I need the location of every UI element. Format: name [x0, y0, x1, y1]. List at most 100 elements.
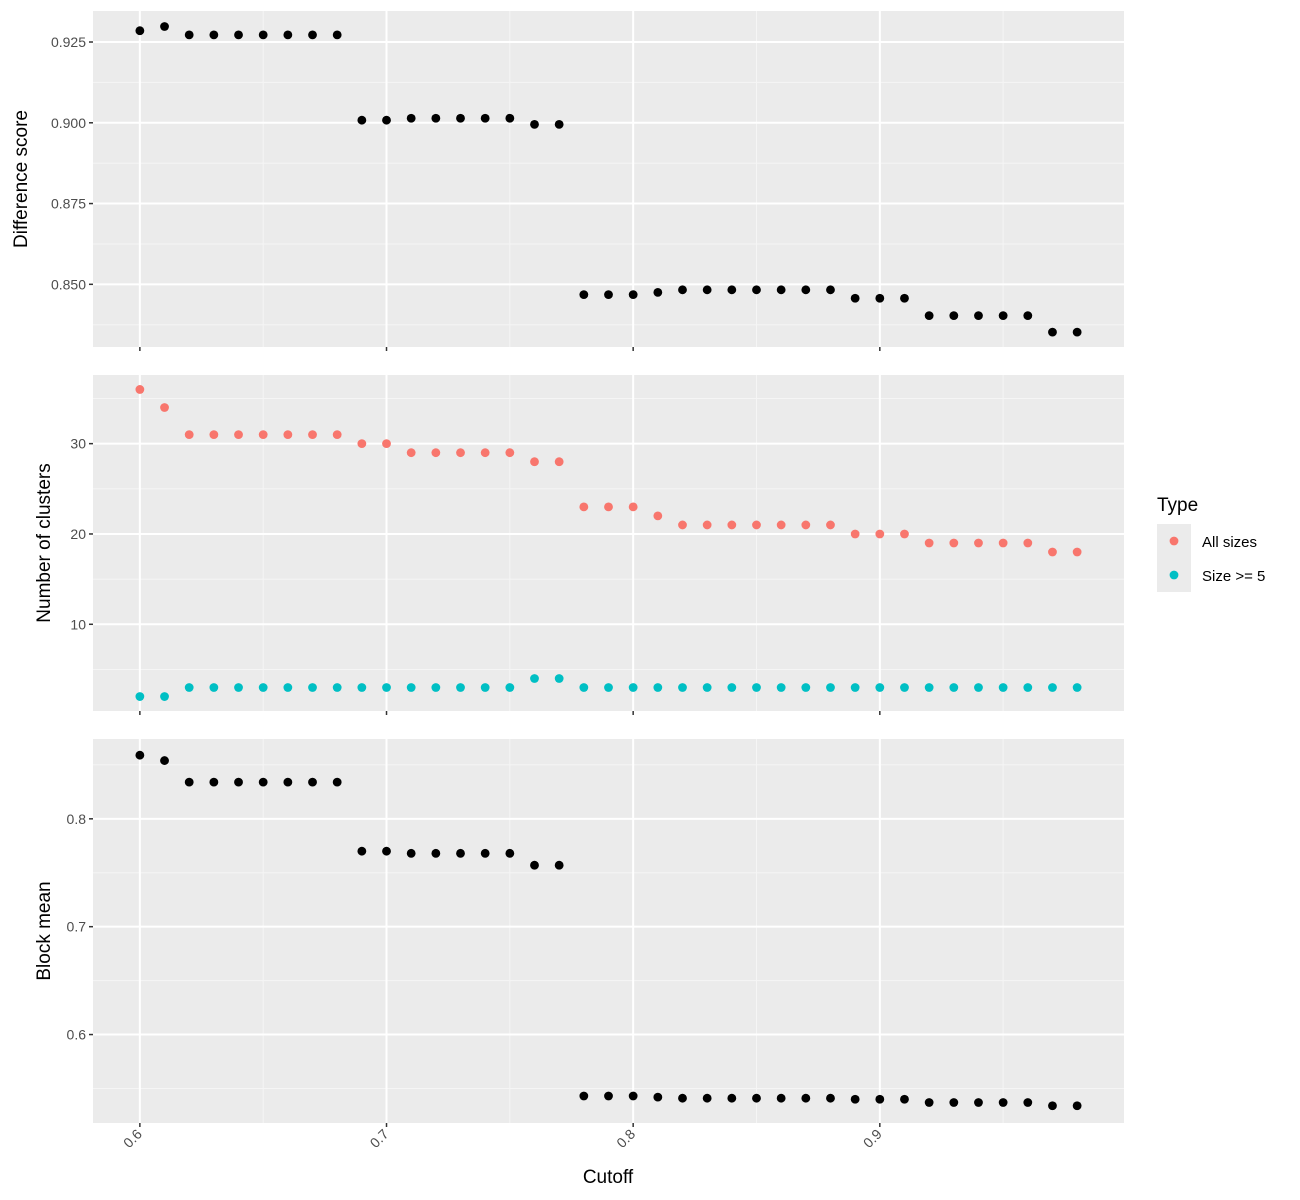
data-point: [1023, 538, 1033, 548]
data-point: [653, 511, 663, 521]
data-point: [579, 290, 589, 300]
panels: 0.850 0.875 0.900 0.925 Difference score 10 20…: [11, 11, 1124, 1127]
data-point: [308, 777, 317, 787]
data-point: [628, 290, 638, 300]
data-point: [406, 848, 416, 858]
data-point: [382, 683, 391, 692]
data-point: [258, 30, 268, 40]
data-point: [160, 756, 169, 765]
data-point: [456, 848, 465, 858]
data-point: [480, 848, 490, 858]
data-point: [850, 529, 860, 539]
data-point: [135, 26, 145, 36]
data-point: [382, 846, 391, 856]
data-point: [357, 683, 367, 692]
data-point: [727, 520, 737, 530]
data-point: [406, 683, 416, 692]
data-point: [382, 115, 391, 125]
data-point: [431, 448, 441, 458]
data-point: [875, 529, 885, 539]
data-point: [554, 860, 564, 870]
data-point: [653, 288, 663, 297]
legend-key-all-sizes: [1169, 536, 1179, 546]
data-point: [628, 1091, 638, 1101]
data-point: [357, 439, 367, 449]
data-point: [357, 115, 367, 125]
data-point: [604, 290, 613, 300]
data-point: [332, 430, 342, 440]
x-axis-title: Cutoff: [583, 1167, 634, 1188]
data-point: [924, 683, 934, 692]
data-point: [406, 448, 416, 458]
data-point: [900, 293, 909, 303]
data-point: [357, 846, 367, 856]
data-point: [579, 502, 589, 512]
data-point: [826, 285, 835, 295]
data-point: [875, 683, 885, 692]
data-point: [875, 1094, 885, 1104]
panel-block-mean: 0.6 0.7 0.8 Block mean: [34, 739, 1124, 1127]
data-point: [776, 285, 786, 295]
series-difference-score: [135, 22, 1082, 337]
data-point: [752, 285, 761, 295]
data-point: [850, 1094, 860, 1104]
data-point: [456, 448, 465, 458]
data-point: [678, 520, 687, 530]
data-point: [209, 683, 219, 692]
data-point: [702, 285, 712, 295]
panel-background: [93, 375, 1124, 711]
data-point: [1023, 311, 1033, 321]
data-point: [998, 311, 1008, 321]
y-tick-label: 20: [70, 526, 86, 542]
data-point: [727, 1093, 737, 1103]
data-point: [875, 293, 885, 303]
y-tick-label: 0.900: [51, 115, 86, 131]
y-tick-label: 0.925: [51, 34, 86, 50]
data-point: [209, 430, 219, 440]
y-axis-title-block-mean: Block mean: [34, 881, 55, 980]
data-point: [135, 750, 145, 760]
data-point: [727, 683, 737, 692]
data-point: [505, 448, 515, 458]
data-point: [998, 683, 1008, 692]
data-point: [1072, 327, 1082, 337]
series-size-5: [135, 674, 1082, 701]
data-point: [431, 113, 441, 123]
panel-difference-score: 0.850 0.875 0.900 0.925 Difference score: [11, 11, 1124, 351]
data-point: [998, 538, 1008, 548]
data-point: [579, 1091, 589, 1101]
data-point: [949, 538, 959, 548]
data-point: [702, 1093, 712, 1103]
data-point: [554, 674, 564, 683]
panel-background: [93, 739, 1124, 1123]
legend-label-all-sizes: All sizes: [1202, 534, 1257, 551]
data-point: [431, 683, 441, 692]
data-point: [1023, 1098, 1033, 1107]
data-point: [974, 1098, 983, 1107]
data-point: [1072, 547, 1082, 557]
data-point: [283, 683, 293, 692]
data-point: [258, 777, 268, 787]
data-point: [974, 311, 983, 321]
data-point: [554, 120, 564, 129]
data-point: [160, 403, 169, 412]
data-point: [406, 113, 416, 123]
data-point: [653, 683, 663, 692]
data-point: [530, 674, 539, 683]
data-point: [1023, 683, 1033, 692]
data-point: [752, 683, 761, 692]
data-point: [135, 385, 145, 394]
data-point: [826, 520, 835, 530]
data-point: [234, 683, 243, 692]
data-point: [505, 848, 515, 858]
data-point: [184, 777, 194, 787]
data-point: [308, 683, 317, 692]
data-point: [160, 692, 169, 701]
data-point: [184, 430, 194, 440]
data-point: [702, 520, 712, 530]
data-point: [480, 683, 490, 692]
data-point: [678, 285, 687, 295]
y-tick-label: 0.8: [67, 811, 87, 827]
data-point: [209, 30, 219, 40]
legend: Type All sizes Size >= 5: [1157, 495, 1265, 592]
